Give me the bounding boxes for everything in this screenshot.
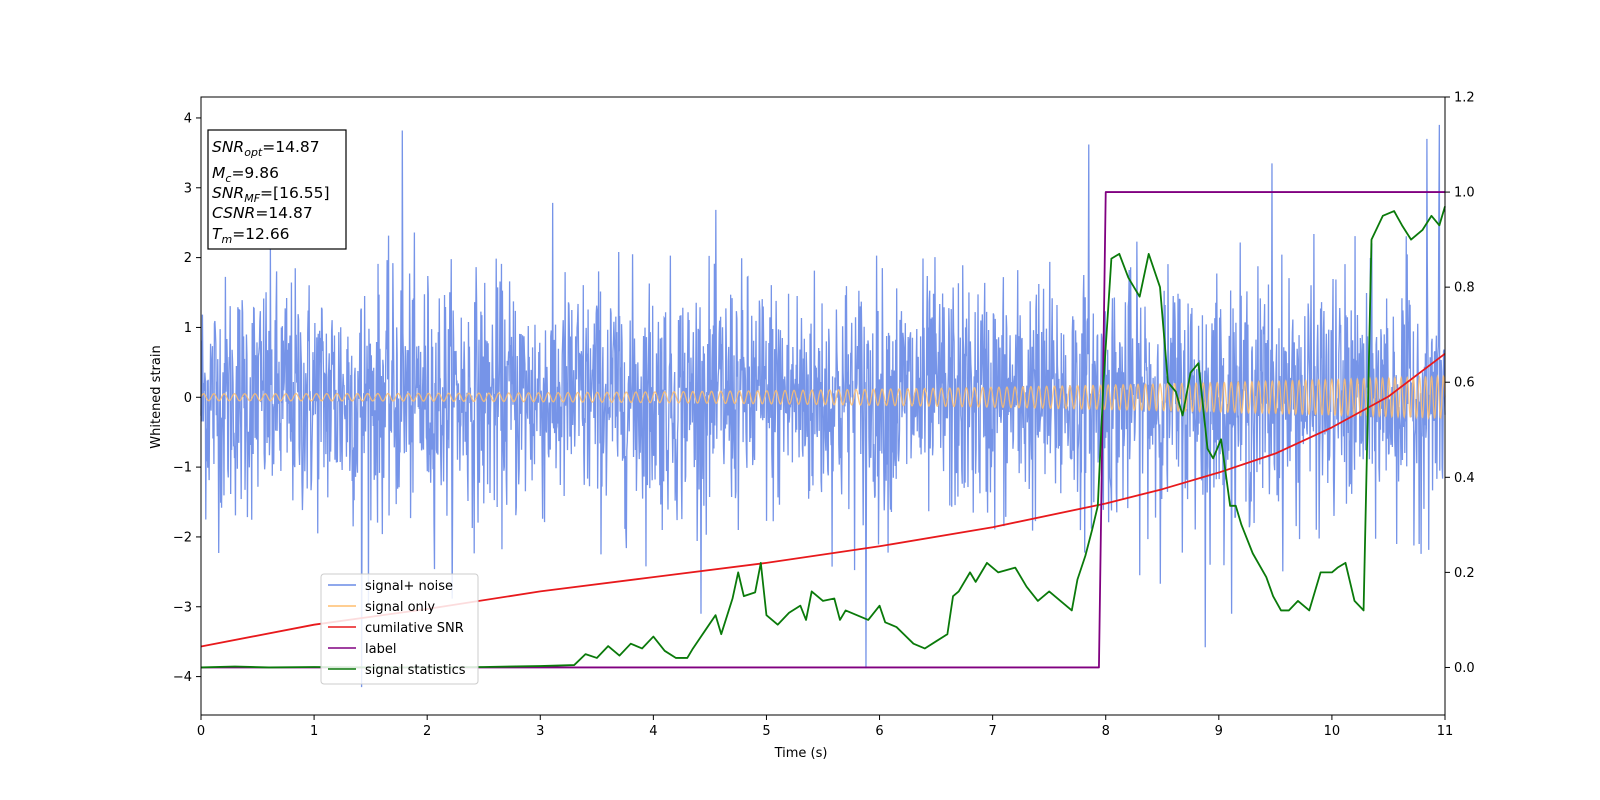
y2-tick-label: 0.8 [1454, 281, 1475, 296]
y-tick-label: 0 [184, 391, 192, 406]
y2-tick-label: 1.0 [1454, 186, 1475, 201]
x-tick-label: 1 [310, 724, 318, 739]
y-tick-label: 4 [184, 111, 192, 126]
x-tick-label: 6 [875, 724, 883, 739]
info-csnr: CSNR=14.87 [212, 204, 313, 222]
series-signal-only [200, 374, 1446, 421]
y2-tick-label: 0.4 [1454, 471, 1475, 486]
legend-label: label [365, 642, 396, 657]
y-tick-label: −4 [173, 670, 192, 685]
legend-cumulative-snr: cumilative SNR [365, 621, 464, 636]
axes-frame [200, 96, 1446, 716]
info-snr-mf: SNRMF=[16.55] [212, 184, 330, 205]
x-tick-label: 0 [197, 724, 205, 739]
y-axis-label: Whitened strain [149, 345, 164, 448]
legend-signal-statistics: signal statistics [365, 663, 466, 678]
y-tick-label: 3 [184, 181, 192, 196]
legend-signal-noise: signal+ noise [365, 579, 453, 594]
info-box: SNRopt=14.87 Mc=9.86 SNRMF=[16.55] CSNR=… [207, 129, 347, 250]
x-tick-label: 5 [762, 724, 770, 739]
info-tm: Tm=12.66 [212, 225, 290, 246]
x-tick-label: 11 [1437, 724, 1454, 739]
y-tick-label: 1 [184, 321, 192, 336]
x-tick-label: 9 [1215, 724, 1223, 739]
y-tick-label: −1 [173, 461, 192, 476]
x-tick-label: 10 [1324, 724, 1341, 739]
y2-tick-label: 1.2 [1454, 91, 1475, 106]
series-signal-noise [200, 124, 1446, 688]
x-tick-label: 2 [423, 724, 431, 739]
y-tick-label: −3 [173, 600, 192, 615]
x-tick-label: 8 [1102, 724, 1110, 739]
x-tick-label: 4 [649, 724, 657, 739]
x-tick-label: 3 [536, 724, 544, 739]
series-signal-statistics [200, 206, 1446, 669]
x-axis-label: Time (s) [774, 746, 828, 761]
y2-tick-label: 0.2 [1454, 566, 1475, 581]
info-mc: Mc=9.86 [212, 164, 279, 185]
info-snr-opt: SNRopt=14.87 [212, 138, 320, 159]
y-tick-label: −2 [173, 530, 192, 545]
y-tick-label: 2 [184, 251, 192, 266]
axes: 0 1 2 3 4 5 6 7 8 9 10 11 −4 −3 −2 −1 0 1 2 3 4 0.0 0.2 0.4 0.6 0… [173, 91, 1475, 740]
x-tick-label: 7 [988, 724, 996, 739]
series-label [201, 191, 1445, 669]
legend: signal+ noise signal only cumilative SNR… [320, 573, 479, 685]
y2-tick-label: 0.0 [1454, 661, 1475, 676]
legend-signal-only: signal only [365, 600, 435, 615]
y2-tick-label: 0.6 [1454, 376, 1475, 391]
